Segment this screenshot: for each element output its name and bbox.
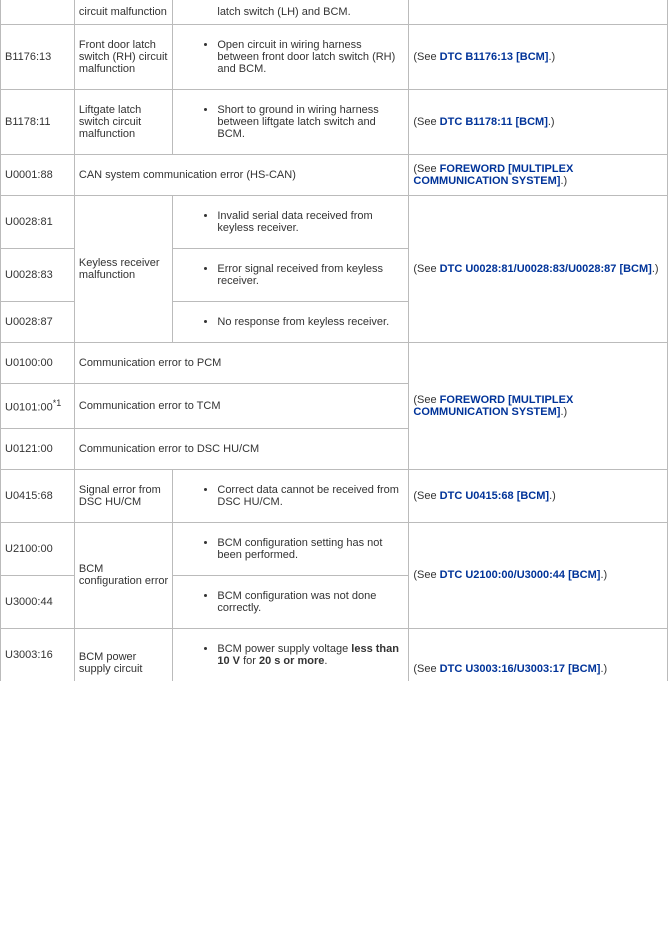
dtc-action: (See FOREWORD [MULTIPLEX COMMUNICATION S…	[409, 343, 668, 470]
see-suffix: .)	[560, 406, 567, 418]
dtc-link[interactable]: DTC U0028:81/U0028:83/U0028:87 [BCM]	[440, 263, 652, 275]
detail-text: BCM configuration setting has not been p…	[217, 537, 404, 561]
dtc-code: U3003:16	[1, 628, 75, 681]
dtc-code: U0028:87	[1, 302, 75, 343]
detail-text: Short to ground in wiring harness betwee…	[217, 104, 404, 140]
dtc-desc: BCM power supply circuit	[74, 628, 173, 681]
dtc-code: B1176:13	[1, 25, 75, 90]
table-row: circuit malfunction latch switch (LH) an…	[1, 0, 668, 25]
see-suffix: .)	[549, 490, 556, 502]
dtc-link[interactable]: DTC B1176:13 [BCM]	[440, 51, 549, 63]
dtc-link[interactable]: DTC B1178:11 [BCM]	[440, 116, 548, 128]
see-prefix: (See	[413, 663, 439, 675]
see-suffix: .)	[652, 263, 659, 275]
dtc-code: U0028:81	[1, 196, 75, 249]
dtc-desc: BCM configuration error	[74, 522, 173, 628]
dtc-code: U3000:44	[1, 575, 75, 628]
dtc-detail: Correct data cannot be received from DSC…	[173, 469, 409, 522]
dtc-code: U0121:00	[1, 428, 75, 469]
table-row: U0415:68 Signal error from DSC HU/CM Cor…	[1, 469, 668, 522]
dtc-detail: No response from keyless receiver.	[173, 302, 409, 343]
dtc-action: (See DTC B1178:11 [BCM].)	[409, 90, 668, 155]
table-row: U2100:00 BCM configuration error BCM con…	[1, 522, 668, 575]
dtc-table: circuit malfunction latch switch (LH) an…	[0, 0, 668, 681]
dtc-detail: latch switch (LH) and BCM.	[173, 0, 409, 25]
dtc-code: U0001:88	[1, 155, 75, 196]
see-suffix: .)	[548, 51, 555, 63]
dtc-desc: circuit malfunction	[74, 0, 173, 25]
see-prefix: (See	[413, 116, 439, 128]
dtc-code: U0028:83	[1, 249, 75, 302]
dtc-detail: Error signal received from keyless recei…	[173, 249, 409, 302]
dtc-action: (See DTC U0028:81/U0028:83/U0028:87 [BCM…	[409, 196, 668, 343]
dtc-action	[409, 0, 668, 25]
see-prefix: (See	[413, 163, 439, 175]
dtc-code: B1178:11	[1, 90, 75, 155]
code-text: U0101:00	[5, 402, 53, 414]
table-row: B1176:13 Front door latch switch (RH) ci…	[1, 25, 668, 90]
dtc-action: (See DTC B1176:13 [BCM].)	[409, 25, 668, 90]
dtc-code	[1, 0, 75, 25]
see-suffix: .)	[548, 116, 555, 128]
dtc-detail: Invalid serial data received from keyles…	[173, 196, 409, 249]
dtc-desc: Front door latch switch (RH) circuit mal…	[74, 25, 173, 90]
see-prefix: (See	[413, 394, 439, 406]
dtc-desc: Keyless receiver malfunction	[74, 196, 173, 343]
dtc-link[interactable]: DTC U2100:00/U3000:44 [BCM]	[440, 569, 601, 581]
see-suffix: .)	[600, 663, 607, 675]
detail-text: Correct data cannot be received from DSC…	[217, 484, 404, 508]
dtc-action: (See DTC U0415:68 [BCM].)	[409, 469, 668, 522]
detail-text: latch switch (LH) and BCM.	[177, 6, 404, 18]
footnote-marker: *1	[53, 398, 62, 408]
dtc-desc: Communication error to DSC HU/CM	[74, 428, 409, 469]
see-prefix: (See	[413, 569, 439, 581]
dtc-code: U0100:00	[1, 343, 75, 384]
table-row: U0028:81 Keyless receiver malfunction In…	[1, 196, 668, 249]
table-row: U3003:16 BCM power supply circuit BCM po…	[1, 628, 668, 681]
see-prefix: (See	[413, 490, 439, 502]
dtc-detail: Short to ground in wiring harness betwee…	[173, 90, 409, 155]
dtc-desc: Signal error from DSC HU/CM	[74, 469, 173, 522]
dtc-detail: BCM configuration setting has not been p…	[173, 522, 409, 575]
see-suffix: .)	[560, 175, 567, 187]
table-row: U0001:88 CAN system communication error …	[1, 155, 668, 196]
dtc-desc: Liftgate latch switch circuit malfunctio…	[74, 90, 173, 155]
detail-text: Error signal received from keyless recei…	[217, 263, 404, 287]
dtc-link[interactable]: DTC U0415:68 [BCM]	[440, 490, 549, 502]
dtc-desc: Communication error to TCM	[74, 384, 409, 429]
dtc-action: (See FOREWORD [MULTIPLEX COMMUNICATION S…	[409, 155, 668, 196]
detail-text: BCM configuration was not done correctly…	[217, 590, 404, 614]
table-row: U0100:00 Communication error to PCM (See…	[1, 343, 668, 384]
detail-text: Open circuit in wiring harness between f…	[217, 39, 404, 75]
see-suffix: .)	[600, 569, 607, 581]
dtc-code: U0415:68	[1, 469, 75, 522]
dtc-code: U0101:00*1	[1, 384, 75, 429]
dtc-action: (See DTC U2100:00/U3000:44 [BCM].)	[409, 522, 668, 628]
detail-text: No response from keyless receiver.	[217, 316, 404, 328]
dtc-detail: BCM power supply voltage less than 10 V …	[173, 628, 409, 681]
dtc-detail: Open circuit in wiring harness between f…	[173, 25, 409, 90]
dtc-action: (See DTC U3003:16/U3003:17 [BCM].)	[409, 628, 668, 681]
see-prefix: (See	[413, 263, 439, 275]
detail-text: Invalid serial data received from keyles…	[217, 210, 404, 234]
dtc-link[interactable]: DTC U3003:16/U3003:17 [BCM]	[440, 663, 601, 675]
table-row: B1178:11 Liftgate latch switch circuit m…	[1, 90, 668, 155]
dtc-detail: BCM configuration was not done correctly…	[173, 575, 409, 628]
dtc-code: U2100:00	[1, 522, 75, 575]
dtc-desc: CAN system communication error (HS-CAN)	[74, 155, 409, 196]
detail-text: BCM power supply voltage less than 10 V …	[217, 643, 404, 667]
see-prefix: (See	[413, 51, 439, 63]
dtc-desc: Communication error to PCM	[74, 343, 409, 384]
